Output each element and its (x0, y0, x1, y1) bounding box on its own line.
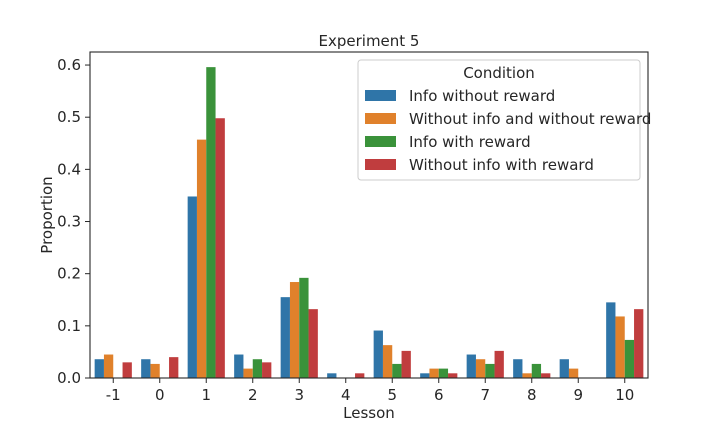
x-tick-label: 2 (248, 386, 258, 404)
legend-title: Condition (463, 64, 535, 82)
legend-label: Info without reward (409, 87, 555, 105)
legend-swatch (365, 159, 396, 170)
x-tick-label: 4 (341, 386, 351, 404)
y-axis: 0.0 0.1 0.2 0.3 0.4 0.5 0.6 (57, 56, 90, 387)
x-tick-label: -1 (106, 386, 121, 404)
y-tick-label: 0.6 (57, 56, 81, 74)
bar-4-3 (308, 309, 318, 378)
bar-3-3 (299, 277, 309, 378)
y-tick-label: 0.0 (57, 369, 81, 387)
x-axis-title: Lesson (343, 404, 395, 422)
bar-1--1 (94, 359, 104, 378)
bar-1-8 (513, 359, 523, 378)
bar-4-6 (448, 373, 458, 378)
y-axis-title: Proportion (38, 176, 56, 253)
legend-swatch (365, 113, 396, 124)
x-tick-label: 7 (480, 386, 490, 404)
bar-4-5 (401, 350, 411, 378)
bar-4-8 (541, 373, 551, 378)
bar-2-9 (568, 368, 579, 378)
legend: Condition Info without reward Without inf… (357, 59, 651, 181)
x-tick-label: 0 (155, 386, 165, 404)
x-tick-label: 8 (527, 386, 537, 404)
chart-title: Experiment 5 (319, 32, 420, 50)
y-tick-label: 0.1 (57, 317, 81, 335)
bar-2-6 (429, 368, 439, 378)
legend-swatch (365, 136, 396, 147)
bar-3-1 (206, 67, 216, 378)
bar-2--1 (103, 354, 114, 378)
legend-label: Info with reward (409, 133, 531, 151)
bars-group (94, 67, 644, 379)
bar-3-8 (531, 363, 542, 378)
bar-1-4 (327, 373, 337, 378)
bar-1-9 (559, 359, 569, 378)
x-tick-label: 10 (615, 386, 634, 404)
bar-3-7 (485, 363, 495, 378)
bar-2-3 (289, 282, 300, 378)
y-tick-label: 0.2 (57, 265, 81, 283)
bar-1-10 (606, 302, 616, 378)
bar-3-6 (438, 368, 449, 378)
bar-4--1 (122, 362, 132, 378)
bar-4-1 (215, 118, 225, 379)
legend-label: Without info with reward (409, 156, 594, 174)
bar-1-7 (466, 354, 476, 378)
bar-2-2 (243, 368, 253, 378)
bar-3-2 (252, 359, 263, 378)
legend-swatch (365, 90, 396, 101)
bar-2-10 (615, 316, 625, 378)
bar-3-10 (624, 339, 635, 378)
bar-4-10 (634, 309, 644, 378)
bar-4-4 (355, 373, 365, 378)
bar-1-0 (141, 359, 151, 378)
legend-items: Info without reward Without info and with… (365, 87, 651, 174)
bar-2-8 (522, 373, 532, 378)
legend-label: Without info and without reward (409, 110, 651, 128)
y-tick-label: 0.5 (57, 108, 81, 126)
x-tick-label: 3 (294, 386, 304, 404)
plot-frame (89, 51, 649, 379)
bar-2-1 (196, 139, 207, 378)
bar-3-5 (392, 363, 402, 378)
bar-1-6 (420, 373, 430, 378)
bar-4-0 (169, 357, 179, 378)
bar-1-3 (280, 297, 290, 378)
bar-2-7 (475, 359, 486, 378)
bar-4-7 (494, 350, 504, 378)
bar-2-5 (382, 345, 393, 378)
bar-1-2 (234, 354, 244, 378)
bar-1-1 (187, 196, 197, 378)
bar-2-0 (150, 363, 160, 378)
x-tick-label: 9 (573, 386, 583, 404)
legend-box (357, 59, 641, 181)
y-tick-label: 0.4 (57, 160, 81, 178)
bar-1-5 (373, 330, 383, 378)
bar-4-2 (262, 362, 272, 378)
x-tick-label: 1 (201, 386, 211, 404)
x-tick-label: 5 (387, 386, 397, 404)
y-tick-label: 0.3 (57, 213, 81, 231)
x-axis: -1 0 1 2 3 4 5 6 7 8 9 10 (106, 378, 634, 404)
x-tick-label: 6 (434, 386, 444, 404)
